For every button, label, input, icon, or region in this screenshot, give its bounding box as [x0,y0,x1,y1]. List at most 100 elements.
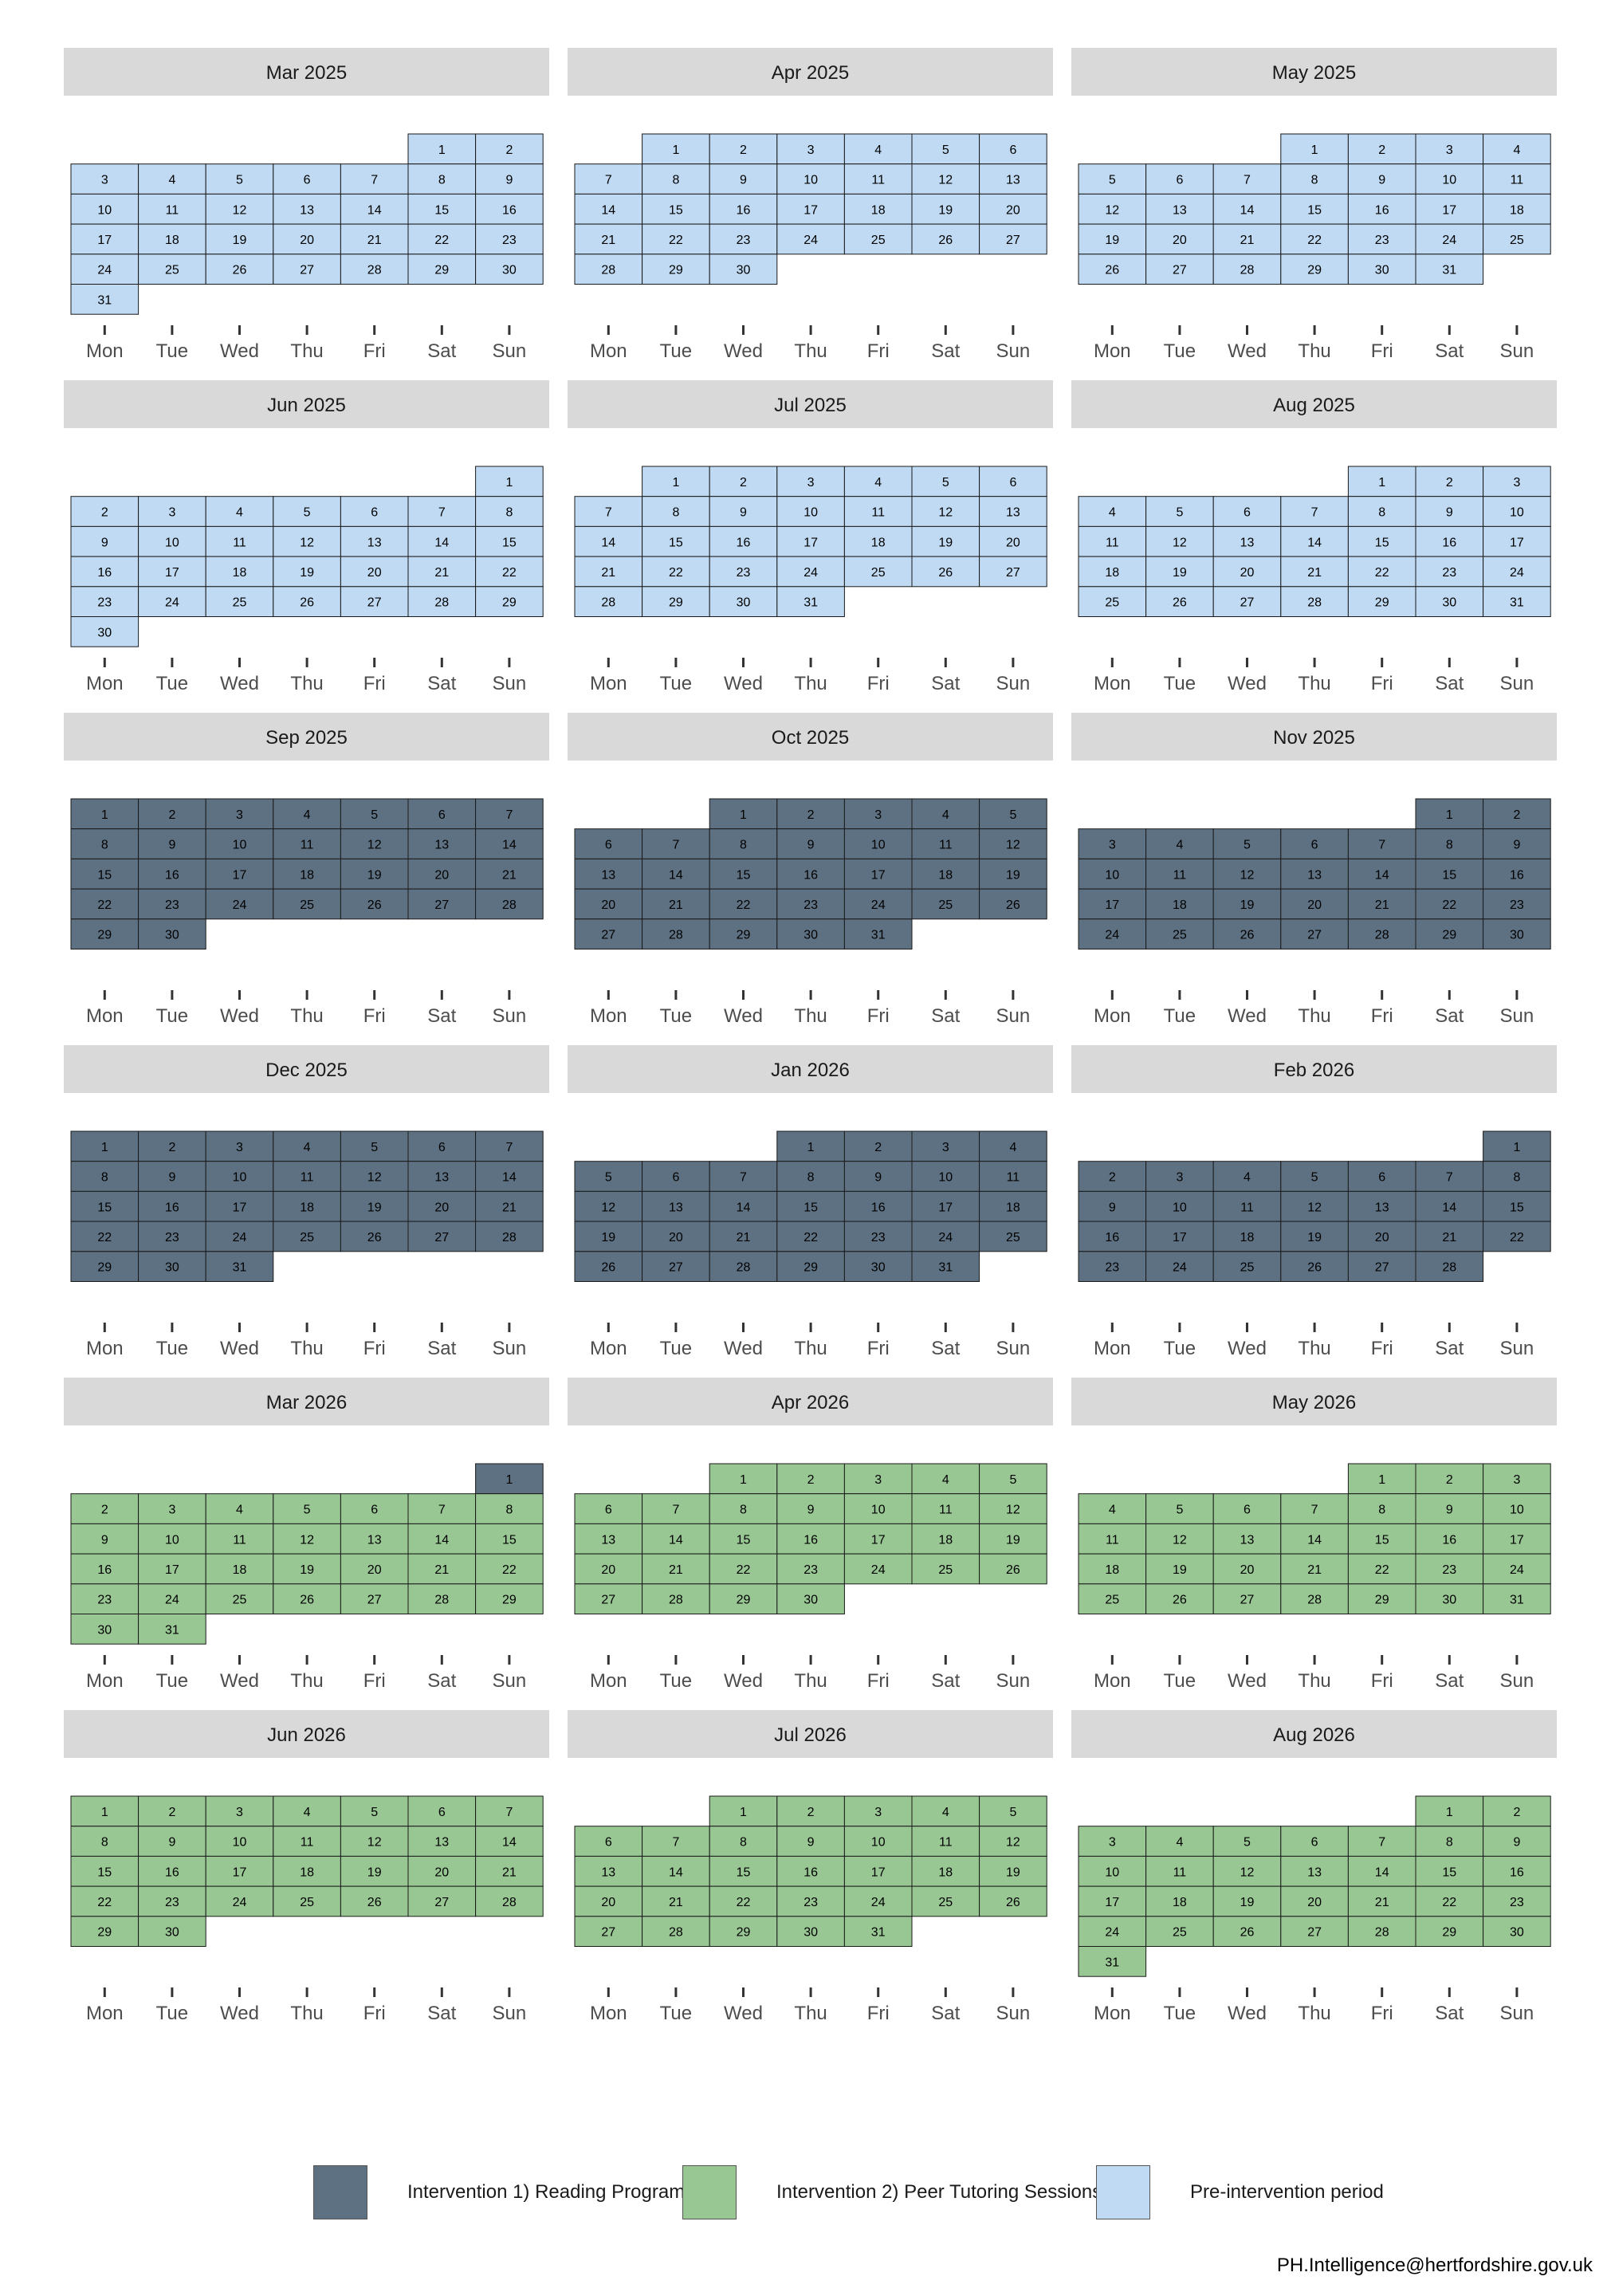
day-label: 17 [804,536,818,549]
day-label: 1 [1513,1141,1520,1154]
day-label: 17 [233,868,247,882]
day-label: 14 [1375,1866,1389,1879]
day-label: 7 [1244,174,1251,187]
weekday-label: Sun [1500,673,1534,694]
day-label: 27 [601,1594,615,1607]
day-label: 19 [1307,1231,1322,1244]
day-cell [70,1493,139,1524]
day-label: 3 [1446,144,1453,157]
day-label: 22 [434,234,449,247]
day-label: 6 [371,1504,378,1517]
day-label: 9 [1109,1201,1116,1214]
day-label: 11 [1511,174,1524,187]
day-cell [1145,1583,1214,1615]
day-cell [273,1885,341,1917]
legend-item-peer-tutoring: Intervention 2) Peer Tutoring Sessions [682,2164,1102,2220]
day-cell [1415,918,1484,950]
day-label: 27 [1240,1594,1255,1607]
day-label: 7 [1378,1836,1385,1850]
day-label: 2 [1513,1806,1520,1819]
day-label: 6 [438,1806,446,1819]
legend-label-reading-program: Intervention 1) Reading Program [407,2181,686,2203]
day-cell [1415,1251,1484,1283]
day-label: 8 [740,1504,747,1517]
day-cell [709,586,778,617]
day-cell [1483,888,1551,920]
day-cell [138,1161,206,1192]
day-label: 12 [1240,1866,1255,1879]
day-label: 9 [1513,839,1520,852]
day-label: 7 [438,506,446,520]
weekday-label: Wed [1228,673,1267,694]
panel-title: May 2026 [1272,1392,1356,1413]
day-cell [1212,1221,1282,1252]
day-label: 5 [1176,506,1183,520]
day-label: 29 [502,1594,517,1607]
day-label: 28 [502,898,517,912]
day-label: 9 [740,174,747,187]
day-cell [1145,1161,1214,1192]
day-label: 24 [938,1231,953,1244]
day-cell [776,1916,845,1948]
day-cell [205,1251,274,1283]
day-label: 28 [502,1231,517,1244]
day-label: 27 [434,1231,449,1244]
day-cell [407,1130,477,1162]
weekday-label: Mon [1094,2003,1131,2024]
day-cell [205,1161,274,1192]
day-cell [273,556,341,588]
day-label: 9 [807,1836,815,1850]
day-label: 28 [1375,929,1389,942]
day-label: 27 [1307,1926,1322,1940]
day-label: 24 [871,1563,886,1577]
day-cell [205,858,274,890]
day-cell [1212,1553,1282,1585]
weekday-label: Sat [931,1338,960,1359]
day-label: 3 [1513,1473,1520,1487]
day-cell [475,223,544,255]
day-label: 20 [367,566,382,580]
day-cell [911,466,980,497]
panel-strip [568,1045,1053,1093]
weekday-label: Sat [427,673,456,694]
day-label: 26 [367,1231,382,1244]
weekday-label: Tue [156,1670,188,1692]
day-label: 28 [434,596,449,610]
weekday-label: Thu [290,1338,323,1359]
day-cell [642,556,710,588]
day-cell [1483,586,1551,617]
day-label: 25 [300,1231,314,1244]
day-cell [1483,223,1551,255]
day-label: 1 [1446,1806,1453,1819]
day-label: 22 [737,898,751,912]
day-label: 4 [236,1504,243,1517]
day-cell [1347,1493,1416,1524]
day-label: 28 [1307,596,1322,610]
day-label: 20 [1307,1896,1322,1909]
day-cell [574,1523,643,1555]
weekday-label: Wed [724,1670,763,1692]
day-cell [776,193,845,225]
weekday-label: Tue [660,2003,692,2024]
day-cell [407,525,477,557]
day-label: 31 [97,293,112,307]
day-cell [407,133,477,165]
day-cell [979,1463,1047,1495]
day-label: 1 [1311,144,1318,157]
day-cell [979,556,1047,588]
day-label: 15 [1442,868,1456,882]
day-label: 1 [1446,808,1453,822]
day-label: 23 [1442,566,1456,580]
day-cell [70,223,139,255]
day-label: 3 [874,1806,882,1819]
weekday-label: Tue [156,673,188,694]
day-cell [1145,525,1214,557]
day-cell [843,525,913,557]
legend-swatch-peer-tutoring [682,2165,737,2219]
day-cell [1212,496,1282,527]
day-cell [1415,556,1484,588]
day-cell [1078,1553,1147,1585]
